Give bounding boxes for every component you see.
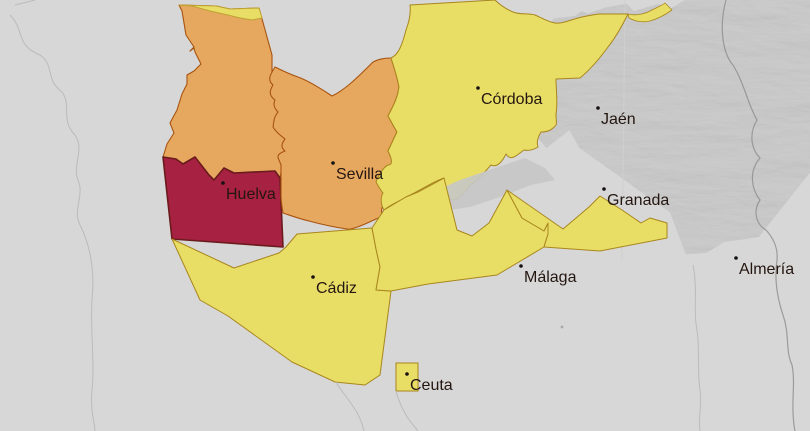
svg-text:Córdoba: Córdoba: [481, 91, 542, 108]
svg-text:Ceuta: Ceuta: [410, 377, 453, 394]
svg-text:Jaén: Jaén: [601, 111, 636, 128]
svg-text:Málaga: Málaga: [524, 269, 577, 286]
svg-text:Cádiz: Cádiz: [316, 280, 357, 297]
svg-text:Sevilla: Sevilla: [336, 166, 383, 183]
svg-text:Huelva: Huelva: [226, 186, 276, 203]
svg-text:Granada: Granada: [607, 192, 669, 209]
svg-text:Almería: Almería: [739, 261, 794, 278]
